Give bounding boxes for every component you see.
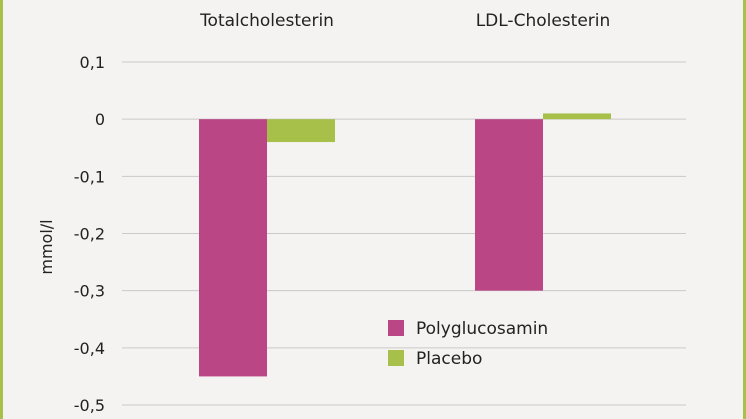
y-axis-label: mmol/l (37, 219, 56, 274)
y-tick-label: 0 (95, 110, 105, 129)
y-tick-label: -0,2 (74, 225, 105, 244)
category-labels: Totalcholesterin LDL-Cholesterin (199, 11, 610, 31)
bars (199, 113, 611, 377)
bar-polyglucosamin-1 (199, 119, 267, 377)
bar-polyglucosamin-2 (475, 119, 543, 291)
legend: Polyglucosamin Placebo (388, 319, 548, 369)
category-label: Totalcholesterin (199, 11, 334, 31)
legend-label: Polyglucosamin (416, 319, 548, 339)
y-tick-label: -0,1 (74, 167, 105, 186)
y-tick-labels: 0,1 0 -0,1 -0,2 -0,3 -0,4 -0,5 (74, 53, 105, 415)
y-tick-label: -0,5 (74, 396, 105, 415)
category-label: LDL-Cholesterin (476, 11, 611, 31)
legend-swatch (388, 320, 404, 336)
bar-placebo-1 (267, 119, 335, 143)
legend-swatch (388, 350, 404, 366)
y-tick-label: -0,3 (74, 282, 105, 301)
legend-label: Placebo (416, 349, 482, 369)
bar-placebo-2 (543, 113, 611, 120)
y-tick-label: 0,1 (80, 53, 105, 72)
y-tick-label: -0,4 (74, 339, 105, 358)
